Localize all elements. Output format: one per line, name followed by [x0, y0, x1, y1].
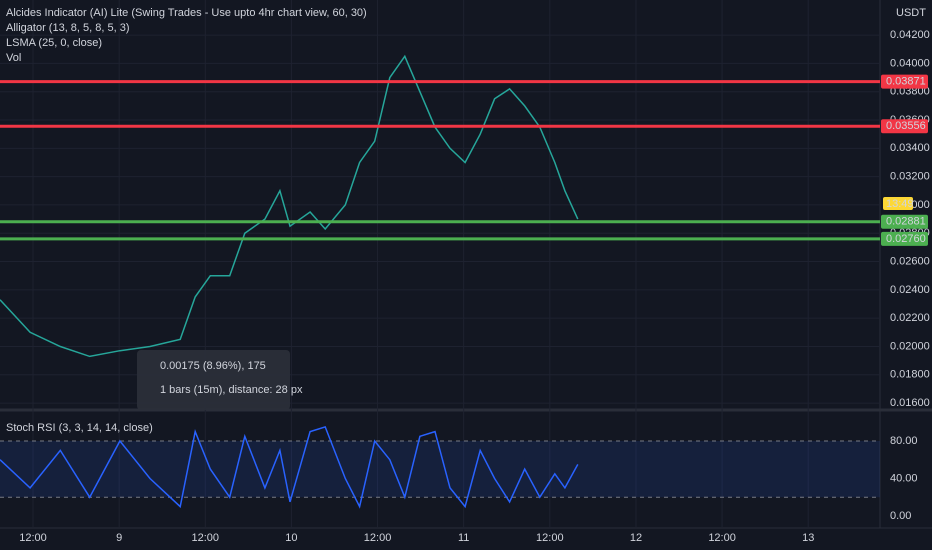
indicator-legend: Alligator (13, 8, 5, 8, 5, 3) — [6, 22, 130, 34]
y-tick-label: 0.02000 — [890, 340, 930, 352]
pane-title: Stoch RSI (3, 3, 14, 14, close) — [6, 422, 153, 434]
x-tick-label: 12:00 — [708, 532, 736, 544]
level-tag — [881, 231, 928, 246]
tooltip-text: 0.00175 (8.96%), 175 — [160, 360, 266, 372]
indicator-legend: Vol — [6, 52, 21, 64]
x-tick-label: 12 — [630, 532, 642, 544]
currency-label: USDT — [896, 7, 926, 19]
y-tick-label: 40.00 — [890, 472, 918, 484]
x-tick-label: 12:00 — [19, 532, 47, 544]
y-tick-label: 80.00 — [890, 435, 918, 447]
level-tag — [881, 119, 928, 134]
level-label: 0.02760 — [886, 233, 926, 245]
indicator-legend: LSMA (25, 0, close) — [6, 37, 102, 49]
series-line — [0, 54, 579, 358]
x-tick-label: 12:00 — [364, 532, 392, 544]
x-tick-label: 9 — [116, 532, 122, 544]
x-tick-label: 10 — [285, 532, 297, 544]
level-tag — [881, 74, 928, 89]
countdown-label: 13:49 — [886, 198, 914, 210]
y-tick-label: 0.02600 — [890, 255, 930, 267]
x-tick-label: 13 — [802, 532, 814, 544]
level-label: 0.03556 — [886, 120, 926, 132]
y-tick-label: 0.04000 — [890, 57, 930, 69]
y-tick-label: 0.01800 — [890, 369, 930, 381]
indicator-legend: Alcides Indicator (AI) Lite (Swing Trade… — [6, 7, 367, 19]
x-tick-label: 12:00 — [192, 532, 220, 544]
level-label: 0.03871 — [886, 76, 926, 88]
series-line — [0, 425, 579, 509]
level-tag — [881, 214, 928, 229]
level-label: 0.02881 — [886, 216, 926, 228]
y-tick-label: 0.02400 — [890, 284, 930, 296]
y-tick-label: 0.00 — [890, 510, 911, 522]
tooltip-text: 1 bars (15m), distance: 28 px — [160, 384, 303, 396]
y-tick-label: 0.01600 — [890, 397, 930, 409]
x-tick-label: 12:00 — [536, 532, 564, 544]
x-tick-label: 11 — [458, 532, 469, 544]
y-tick-label: 0.03400 — [890, 142, 930, 154]
y-tick-label: 0.03200 — [890, 171, 930, 183]
y-tick-label: 0.02200 — [890, 312, 930, 324]
measure-tooltip — [137, 350, 290, 410]
y-tick-label: 0.04200 — [890, 29, 930, 41]
countdown-tag — [883, 197, 913, 210]
